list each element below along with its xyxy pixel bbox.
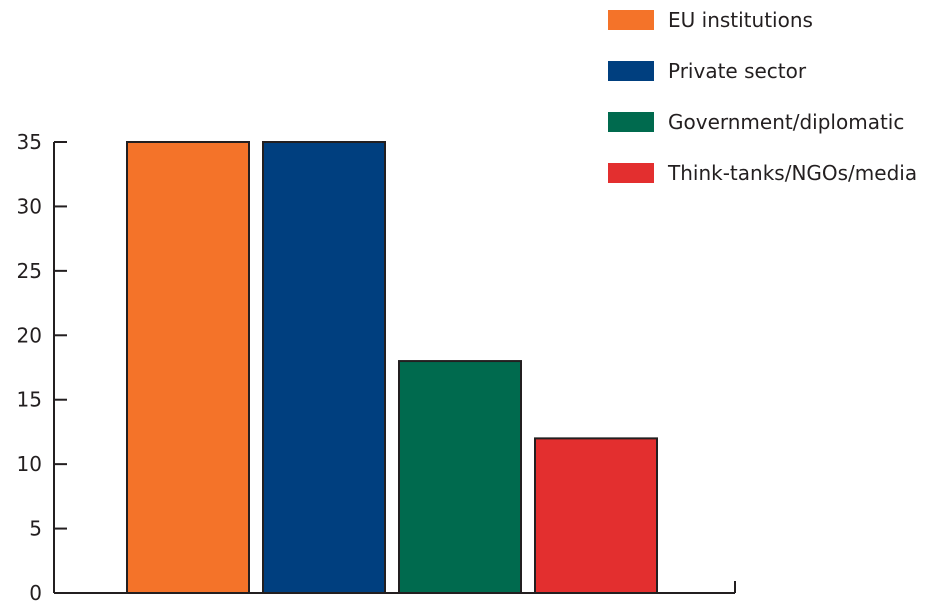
y-ticks: 0 5 10 15 20 25 30 35 xyxy=(17,130,67,605)
legend: EU institutions Private sector Governmen… xyxy=(608,8,917,212)
legend-item-government-diplomatic: Government/diplomatic xyxy=(608,110,917,134)
bars xyxy=(126,141,658,594)
y-tick-label: 5 xyxy=(29,517,42,541)
y-tick-label: 30 xyxy=(17,194,42,218)
y-tick-label: 35 xyxy=(17,130,42,154)
y-tick-label: 15 xyxy=(17,388,42,412)
bar-eu-institutions xyxy=(126,141,250,594)
legend-swatch xyxy=(608,112,654,132)
axes xyxy=(53,142,736,594)
legend-item-private-sector: Private sector xyxy=(608,59,917,83)
legend-item-think-tanks-ngos-media: Think-tanks/NGOs/media xyxy=(608,161,917,185)
legend-label: Government/diplomatic xyxy=(668,110,905,134)
legend-swatch xyxy=(608,10,654,30)
bar-government-diplomatic xyxy=(398,360,522,594)
y-tick-label: 25 xyxy=(17,259,42,283)
legend-item-eu-institutions: EU institutions xyxy=(608,8,917,32)
legend-label: Think-tanks/NGOs/media xyxy=(668,161,918,185)
bar-private-sector xyxy=(262,141,386,594)
bar-think-tanks-ngos-media xyxy=(534,437,658,594)
y-tick-label: 0 xyxy=(29,581,42,605)
legend-swatch xyxy=(608,61,654,81)
legend-swatch xyxy=(608,163,654,183)
legend-label: EU institutions xyxy=(668,8,813,32)
legend-label: Private sector xyxy=(668,59,807,83)
y-tick-label: 20 xyxy=(17,323,42,347)
y-tick-label: 10 xyxy=(17,452,42,476)
